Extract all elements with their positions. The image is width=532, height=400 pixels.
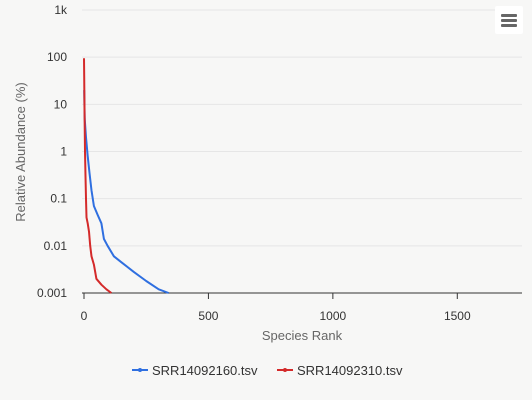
x-tick-label: 1500 [444,309,471,323]
x-tick-label: 500 [198,309,218,323]
legend-label: SRR14092160.tsv [152,363,258,378]
x-tick-labels: 0 500 1000 1500 [81,293,471,323]
chart-menu-button[interactable] [495,6,523,34]
grid [82,9,522,247]
x-axis-title: Species Rank [262,328,343,343]
legend-marker [283,368,287,372]
x-tick-label: 1000 [320,309,347,323]
legend: SRR14092160.tsv SRR14092310.tsv [132,363,403,378]
legend-item[interactable]: SRR14092160.tsv [132,363,258,378]
hamburger-icon-bar [501,19,517,22]
hamburger-icon [501,14,517,17]
legend-marker [138,368,142,372]
series-line-2 [83,58,112,294]
y-axis-title: Relative Abundance (%) [13,82,28,221]
y-tick-label: 1k [54,3,68,17]
series-line-1 [83,90,169,294]
y-tick-labels: 0.001 0.01 0.1 1 10 100 1k [37,3,68,300]
x-tick-label: 0 [81,309,88,323]
hamburger-icon-bar [501,24,517,27]
y-tick-label: 100 [47,50,67,64]
legend-item[interactable]: SRR14092310.tsv [277,363,403,378]
y-tick-label: 0.001 [37,286,67,300]
legend-label: SRR14092310.tsv [297,363,403,378]
y-tick-label: 0.1 [50,192,67,206]
y-tick-label: 0.01 [44,239,68,253]
series [83,58,169,294]
y-tick-label: 1 [60,145,67,159]
y-tick-label: 10 [54,97,68,111]
